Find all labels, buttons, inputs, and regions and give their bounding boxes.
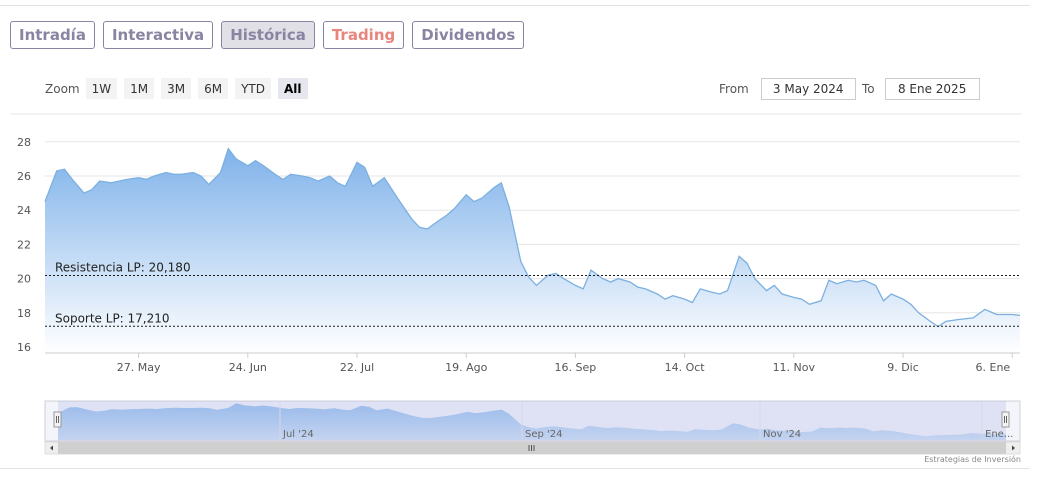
navigator-label: Nov '24 (763, 429, 801, 440)
tab-dividendos[interactable]: Dividendos (412, 21, 525, 49)
y-tick-label: 28 (17, 136, 31, 149)
scrollbar-grip-icon (528, 445, 535, 451)
y-tick-label: 16 (17, 341, 31, 354)
zoom-1m-button[interactable]: 1M (124, 78, 155, 99)
zoom-ytd-button[interactable]: YTD (235, 78, 271, 99)
zoom-selector: Zoom 1W 1M 3M 6M YTD All (45, 78, 315, 99)
zoom-6m-button[interactable]: 6M (198, 78, 229, 99)
scroll-left-arrow-icon[interactable] (50, 445, 53, 451)
y-tick-label: 18 (17, 307, 31, 320)
y-tick-label: 26 (17, 170, 31, 183)
x-tick-label: 27. May (117, 361, 161, 374)
scroll-right-arrow-icon[interactable] (1012, 445, 1015, 451)
tab-historica[interactable]: Histórica (221, 21, 315, 49)
navigator-label: Jul '24 (282, 429, 314, 440)
navigator[interactable]: Jul '24 Sep '24 Nov '24 Ene... (44, 400, 1021, 442)
navigator-label: Sep '24 (525, 429, 563, 440)
x-tick-label: 6. Ene (976, 361, 1011, 374)
price-area (45, 148, 1020, 353)
from-date-input[interactable]: 3 May 2024 (760, 78, 856, 100)
x-tick-label: 11. Nov (773, 361, 816, 374)
tab-interactiva[interactable]: Interactiva (102, 21, 214, 49)
range-to: To 8 Ene 2025 (862, 78, 980, 100)
navigator-right-handle[interactable] (1001, 411, 1010, 428)
tab-bar: Intradía Interactiva Histórica Trading D… (10, 21, 525, 49)
zoom-label: Zoom (45, 81, 80, 96)
y-tick-label: 24 (17, 204, 31, 217)
x-tick-label: 24. Jun (229, 361, 267, 374)
resistance-label: Resistencia LP: 20,180 (55, 261, 191, 275)
x-tick-label: 9. Dic (887, 361, 919, 374)
zoom-1w-button[interactable]: 1W (85, 78, 118, 99)
top-divider (0, 5, 1030, 6)
to-date-input[interactable]: 8 Ene 2025 (884, 78, 980, 100)
tab-intradia[interactable]: Intradía (10, 21, 95, 49)
price-line (44, 147, 1021, 328)
navigator-label: Ene... (985, 429, 1013, 440)
x-tick-label: 22. Jul (340, 361, 374, 374)
to-label: To (862, 82, 875, 96)
support-label: Soporte LP: 17,210 (55, 311, 170, 325)
chart-credit[interactable]: Estrategias de Inversión (924, 455, 1021, 464)
navigator-series (58, 403, 1006, 440)
navigator-selection[interactable] (58, 401, 1006, 441)
navigator-left-handle[interactable] (53, 411, 62, 428)
x-tick-label: 19. Ago (445, 361, 487, 374)
scrollbar[interactable] (44, 441, 1021, 455)
zoom-3m-button[interactable]: 3M (161, 78, 192, 99)
from-label: From (719, 82, 749, 96)
x-tick-label: 16. Sep (555, 361, 597, 374)
zoom-all-button[interactable]: All (278, 78, 308, 99)
bottom-divider (0, 468, 1030, 469)
range-from: From 3 May 2024 (719, 78, 856, 100)
y-tick-label: 20 (17, 273, 31, 286)
y-tick-label: 22 (17, 238, 31, 251)
x-tick-label: 14. Oct (665, 361, 706, 374)
tab-trading[interactable]: Trading (322, 21, 405, 49)
